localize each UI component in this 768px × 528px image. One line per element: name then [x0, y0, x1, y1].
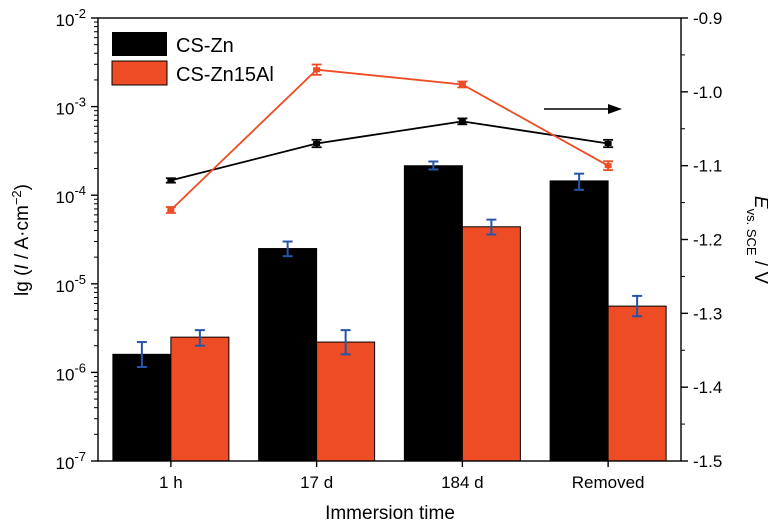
potential-line-cs-zn15al	[170, 68, 609, 211]
y2-tick-label-6: -1.5	[693, 452, 722, 471]
legend-swatch-cs-zn15al	[111, 60, 168, 86]
legend-label-cs-zn: CS-Zn	[176, 35, 234, 57]
bar-cs-zn15al-1	[316, 341, 376, 462]
potential-point-cs-zn15al-1	[313, 67, 321, 73]
bar-cs-zn-3	[549, 180, 609, 462]
bar-cs-zn-1	[258, 248, 318, 462]
y2-axis-title: Evs. SCE / V	[745, 196, 768, 284]
potential-line-cs-zn	[170, 120, 609, 182]
x-tick-label-0: 1 h	[159, 473, 183, 492]
potential-point-cs-zn-2	[458, 118, 466, 124]
y2-tick-label-1: -1.0	[693, 83, 722, 102]
legend-swatch-cs-zn	[112, 32, 167, 56]
x-tick-label-3: Removed	[572, 473, 645, 492]
potential-point-cs-zn-3	[604, 141, 612, 147]
legend: CS-Zn CS-Zn15Al	[111, 32, 274, 86]
bar-cs-zn-2	[403, 165, 463, 462]
potential-point-cs-zn15al-0	[167, 207, 175, 213]
y2-tick-label-3: -1.2	[693, 231, 722, 250]
potential-point-cs-zn15al-2	[458, 81, 466, 87]
bars-layer	[112, 160, 667, 462]
x-axis-title: Immersion time	[325, 503, 455, 524]
y-axis-title: lg (I / A·cm−2)	[9, 184, 34, 296]
x-tick-label-2: 184 d	[441, 473, 484, 492]
y2-tick-label-4: -1.3	[693, 304, 722, 323]
potential-point-cs-zn-1	[313, 141, 321, 147]
bar-cs-zn15al-2	[461, 226, 521, 462]
y2-tick-label-5: -1.4	[693, 378, 722, 397]
potential-point-cs-zn15al-3	[604, 163, 612, 169]
y-tick-label-2: 10-5	[56, 272, 86, 296]
y2-tick-label-2: -1.1	[693, 157, 722, 176]
potential-point-cs-zn-0	[167, 177, 175, 183]
bar-cs-zn15al-3	[607, 305, 667, 462]
right-axis-arrow	[544, 104, 622, 114]
y2-tick-label-0: -0.9	[693, 9, 722, 28]
y-tick-label-4: 10-3	[56, 95, 86, 119]
bar-cs-zn15al-0	[170, 336, 230, 462]
x-tick-label-1: 17 d	[300, 473, 333, 492]
bar-cs-zn-0	[112, 353, 172, 462]
y-tick-label-0: 10-7	[56, 449, 86, 473]
lines-layer	[165, 63, 614, 214]
legend-label-cs-zn15al: CS-Zn15Al	[176, 64, 274, 86]
y-tick-label-1: 10-6	[56, 360, 86, 384]
y-tick-label-3: 10-4	[56, 183, 86, 207]
y-tick-label-5: 10-2	[56, 6, 86, 30]
axes-layer: 10-7 10-6 10-5 10-4 10-3 10-2 -0.9 -1.0 -1.1 -1.2…	[56, 6, 723, 492]
